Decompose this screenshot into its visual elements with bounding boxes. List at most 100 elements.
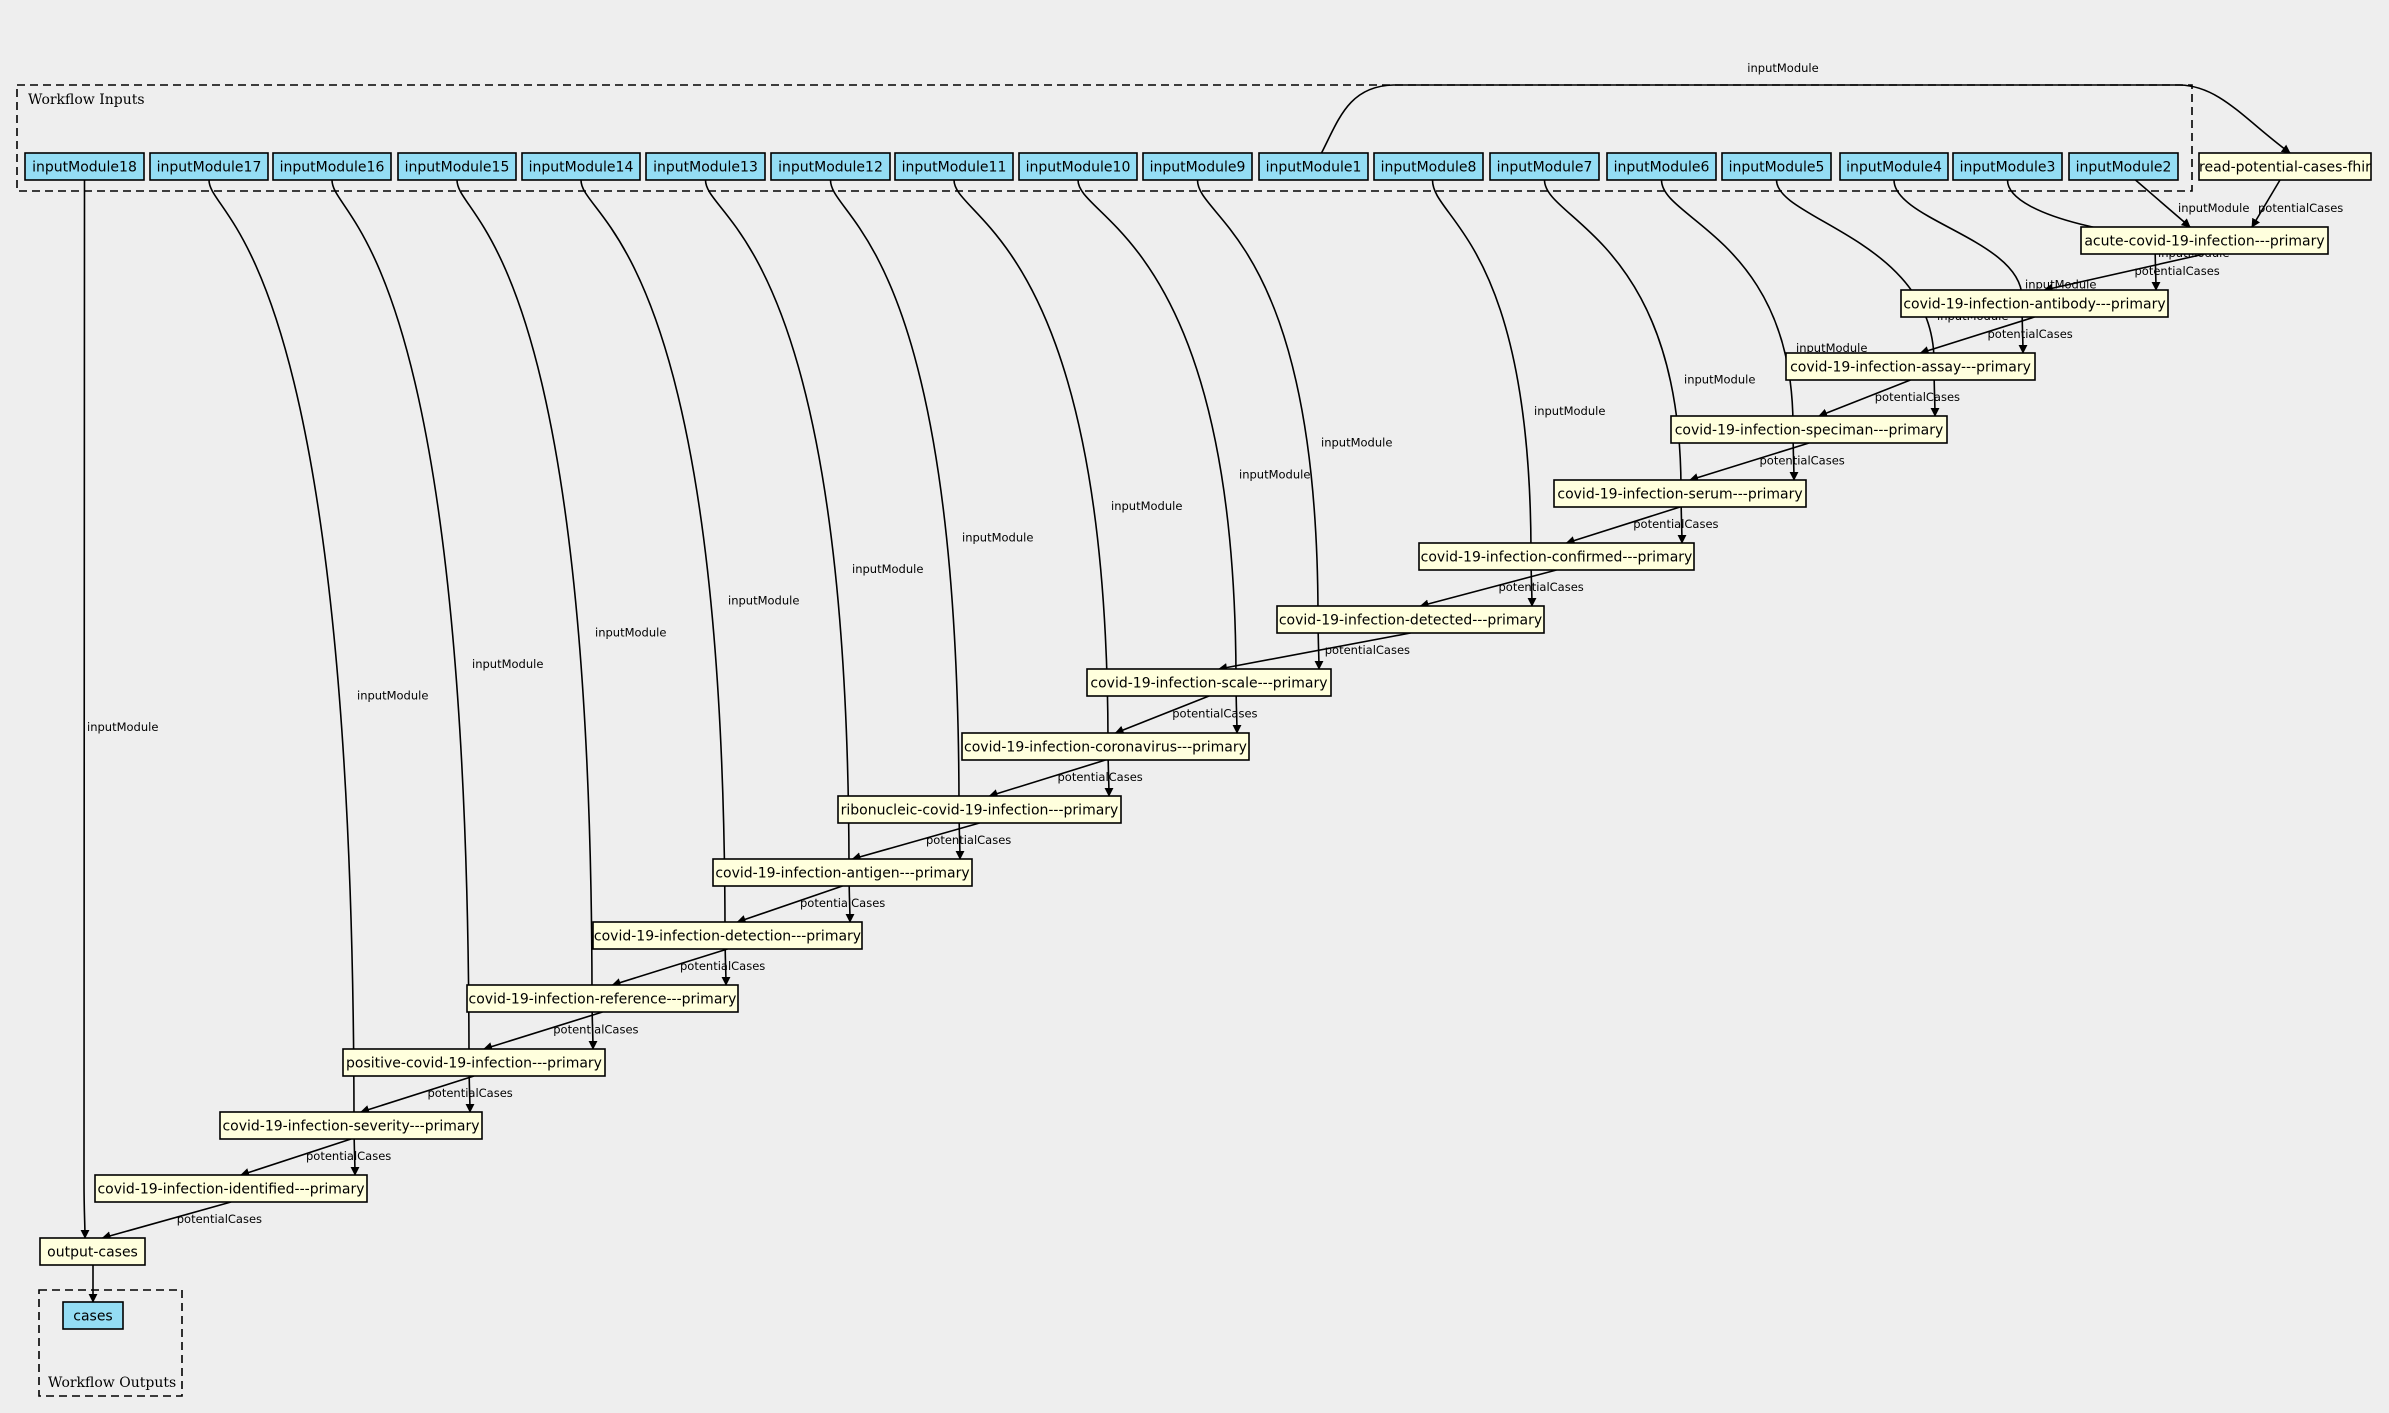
step-node-acute-covid-19-infection-primary[interactable]: acute-covid-19-infection---primary (2080, 226, 2329, 255)
edge-chain-2 (1919, 316, 2035, 355)
step-node-covid-19-infection-speciman-primary[interactable]: covid-19-infection-speciman---primary (1670, 415, 1948, 444)
edge-input-inputmodule9 (1196, 179, 1324, 670)
step-node-covid-19-infection-antibody-primary-label: covid-19-infection-antibody---primary (1903, 297, 2165, 313)
step-node-covid-19-infection-coronavirus-primary[interactable]: covid-19-infection-coronavirus---primary (961, 732, 1250, 761)
edge-chain-0 (2251, 179, 2281, 228)
edge-input-inputmodule11 (953, 179, 1114, 797)
edge-label-inputmodule1: inputModule (1747, 61, 1818, 75)
output-node-cases[interactable]: cases (62, 1301, 124, 1330)
edge-label-potential-cases-1: potentialCases (2135, 264, 2220, 278)
input-node-inputmodule15[interactable]: inputModule15 (397, 152, 517, 181)
edge-input-inputmodule13 (704, 179, 855, 923)
step-node-covid-19-infection-serum-primary-label: covid-19-infection-serum---primary (1557, 487, 1802, 503)
edge-label-potential-cases-12: potentialCases (680, 959, 765, 973)
input-node-inputmodule6-box (1606, 152, 1717, 181)
step-node-read-potential-cases-fhir[interactable]: read-potential-cases-fhir (2198, 152, 2372, 181)
edge-chain-3 (1818, 379, 1911, 418)
edge-label-inputmodule17: inputModule (357, 689, 428, 703)
edge-label-inputmodule14: inputModule (728, 594, 799, 608)
step-node-covid-19-infection-serum-primary[interactable]: covid-19-infection-serum---primary (1553, 479, 1807, 508)
input-node-inputmodule3-label: inputModule3 (1960, 160, 2056, 176)
input-node-inputmodule18-box (24, 152, 145, 181)
step-node-covid-19-infection-severity-primary[interactable]: covid-19-infection-severity---primary (219, 1111, 483, 1140)
edge-label-potential-cases-5: potentialCases (1633, 517, 1718, 531)
input-node-inputmodule2[interactable]: inputModule2 (2068, 152, 2179, 181)
input-node-inputmodule7-label: inputModule7 (1497, 160, 1593, 176)
input-node-inputmodule11[interactable]: inputModule11 (894, 152, 1014, 181)
step-node-covid-19-infection-confirmed-primary-label: covid-19-infection-confirmed---primary (1421, 550, 1693, 566)
input-node-inputmodule16[interactable]: inputModule16 (272, 152, 392, 181)
step-node-covid-19-infection-antibody-primary[interactable]: covid-19-infection-antibody---primary (1900, 289, 2169, 318)
input-node-inputmodule14-box (521, 152, 641, 181)
step-node-covid-19-infection-identified-primary[interactable]: covid-19-infection-identified---primary (94, 1174, 368, 1203)
edge-chain-4 (1689, 442, 1810, 482)
edge-label-potential-cases-4: potentialCases (1760, 454, 1845, 468)
edge-label-potential-cases-6: potentialCases (1499, 580, 1584, 594)
input-node-inputmodule17[interactable]: inputModule17 (149, 152, 269, 181)
edge-label-potential-cases-2: potentialCases (1988, 327, 2073, 341)
step-node-covid-19-infection-antibody-primary-box (1900, 289, 2169, 318)
step-node-covid-19-infection-antigen-primary-box (712, 858, 973, 887)
edge-chain-14 (360, 1075, 475, 1114)
edge-chain-9 (988, 759, 1106, 798)
input-node-inputmodule2-box (2068, 152, 2179, 181)
input-node-inputmodule8[interactable]: inputModule8 (1373, 152, 1484, 181)
step-node-covid-19-infection-confirmed-primary[interactable]: covid-19-infection-confirmed---primary (1418, 542, 1695, 571)
step-node-covid-19-infection-scale-primary-box (1086, 668, 1332, 697)
step-node-ribonucleic-covid-19-infection-primary[interactable]: ribonucleic-covid-19-infection---primary (837, 795, 1122, 824)
input-node-inputmodule9[interactable]: inputModule9 (1142, 152, 1253, 181)
input-node-inputmodule12[interactable]: inputModule12 (770, 152, 891, 181)
input-node-inputmodule10[interactable]: inputModule10 (1018, 152, 1138, 181)
edge-label-potential-cases-15: potentialCases (306, 1149, 391, 1163)
input-node-inputmodule14[interactable]: inputModule14 (521, 152, 641, 181)
input-node-inputmodule6[interactable]: inputModule6 (1606, 152, 1717, 181)
step-node-covid-19-infection-detected-primary[interactable]: covid-19-infection-detected---primary (1276, 605, 1545, 634)
edge-label-inputmodule12: inputModule (962, 531, 1033, 545)
step-node-covid-19-infection-detection-primary-box (592, 921, 863, 950)
step-node-covid-19-infection-assay-primary[interactable]: covid-19-infection-assay---primary (1785, 352, 2036, 381)
input-node-inputmodule4[interactable]: inputModule4 (1839, 152, 1949, 181)
step-node-positive-covid-19-infection-primary-label: positive-covid-19-infection---primary (346, 1056, 602, 1072)
step-node-ribonucleic-covid-19-infection-primary-label: ribonucleic-covid-19-infection---primary (841, 803, 1119, 819)
edge-label-potential-cases-3: potentialCases (1875, 390, 1960, 404)
edge-label-potential-cases-0: potentialCases (2258, 201, 2343, 215)
edge-label-potential-cases-7: potentialCases (1325, 643, 1410, 657)
input-node-inputmodule7[interactable]: inputModule7 (1489, 152, 1600, 181)
edge-chain-5 (1565, 506, 1681, 545)
edge-label-inputmodule6: inputModule (1796, 341, 1867, 355)
edge-input-inputmodule1 (1320, 84, 2291, 154)
input-node-inputmodule3[interactable]: inputModule3 (1952, 152, 2063, 181)
edge-label-inputmodule16: inputModule (472, 657, 543, 671)
input-node-inputmodule12-box (770, 152, 891, 181)
input-node-inputmodule17-box (149, 152, 269, 181)
input-node-inputmodule5[interactable]: inputModule5 (1721, 152, 1832, 181)
step-node-covid-19-infection-serum-primary-box (1553, 479, 1807, 508)
edge-input-inputmodule4 (1893, 179, 2028, 354)
edge-input-inputmodule17 (208, 179, 360, 1176)
step-node-covid-19-infection-scale-primary[interactable]: covid-19-infection-scale---primary (1086, 668, 1332, 697)
edge-label-inputmodule11: inputModule (1111, 499, 1182, 513)
input-node-inputmodule11-label: inputModule11 (902, 160, 1007, 176)
step-node-output-cases[interactable]: output-cases (39, 1237, 146, 1266)
step-node-covid-19-infection-speciman-primary-box (1670, 415, 1948, 444)
edge-label-inputmodule13: inputModule (852, 562, 923, 576)
input-node-inputmodule13[interactable]: inputModule13 (645, 152, 766, 181)
input-node-inputmodule1[interactable]: inputModule1 (1258, 152, 1369, 181)
edge-input-inputmodule15 (456, 179, 598, 1050)
edge-input-inputmodule18 (80, 179, 90, 1239)
step-node-covid-19-infection-detection-primary[interactable]: covid-19-infection-detection---primary (592, 921, 863, 950)
step-node-output-cases-box (39, 1237, 146, 1266)
edge-label-potential-cases-11: potentialCases (800, 896, 885, 910)
step-node-positive-covid-19-infection-primary[interactable]: positive-covid-19-infection---primary (342, 1048, 606, 1077)
input-node-inputmodule17-label: inputModule17 (157, 160, 262, 176)
input-node-inputmodule4-box (1839, 152, 1949, 181)
step-node-read-potential-cases-fhir-box (2198, 152, 2372, 181)
step-node-covid-19-infection-antigen-primary[interactable]: covid-19-infection-antigen---primary (712, 858, 973, 887)
edge-chain-16 (101, 1201, 232, 1241)
input-node-inputmodule18[interactable]: inputModule18 (24, 152, 145, 181)
step-node-covid-19-infection-coronavirus-primary-box (961, 732, 1250, 761)
edge-chain-7 (1218, 632, 1411, 672)
input-node-inputmodule15-box (397, 152, 517, 181)
step-node-covid-19-infection-reference-primary[interactable]: covid-19-infection-reference---primary (466, 984, 739, 1013)
input-node-inputmodule5-box (1721, 152, 1832, 181)
